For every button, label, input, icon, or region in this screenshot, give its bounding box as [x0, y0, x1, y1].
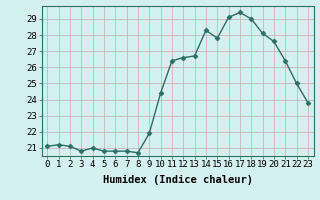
X-axis label: Humidex (Indice chaleur): Humidex (Indice chaleur) — [103, 175, 252, 185]
